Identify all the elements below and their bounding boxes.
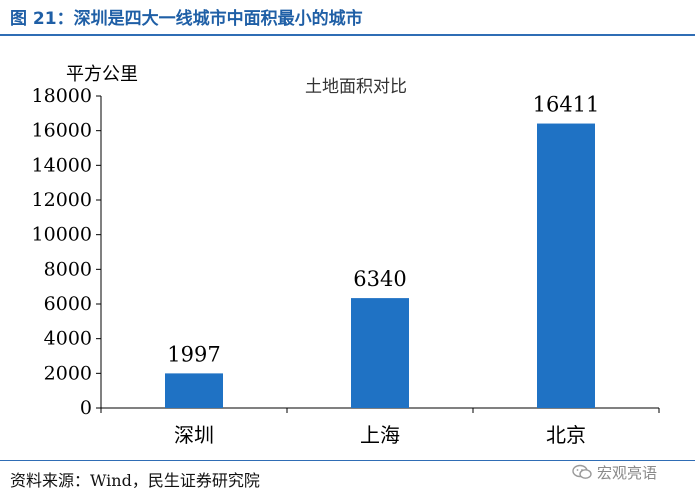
y-tick-label: 16000: [32, 120, 92, 142]
watermark-text: 宏观亮语: [597, 463, 658, 482]
y-tick-label: 10000: [32, 224, 92, 246]
title-rule: [0, 34, 695, 36]
y-tick-label: 12000: [32, 189, 92, 211]
data-label: 1997: [167, 342, 220, 366]
chart-title: 土地面积对比: [305, 77, 407, 97]
figure-title: 图 21：深圳是四大一线城市中面积最小的城市: [10, 9, 363, 29]
source-rule: [0, 460, 695, 461]
watermark: 宏观亮语: [572, 458, 657, 486]
y-tick-label: 4000: [44, 328, 92, 350]
bar: [165, 373, 223, 408]
chart-axes: 0 2000 4000 6000 8000 10000 12000 14000 16000 180…: [32, 85, 660, 447]
y-tick-label: 14000: [32, 154, 92, 176]
y-tick-label: 6000: [44, 293, 92, 315]
x-category-label: 深圳: [174, 423, 214, 447]
source-note: 资料来源：Wind，民生证券研究院: [10, 471, 260, 490]
y-tick-label: 2000: [44, 362, 92, 384]
y-tick-label: 8000: [44, 258, 92, 280]
bar: [351, 298, 409, 408]
chart-bars: 1997 6340 16411: [165, 93, 599, 408]
data-label: 6340: [353, 267, 406, 291]
wechat-icon: [572, 464, 592, 479]
y-tick-label: 0: [80, 397, 92, 419]
data-label: 16411: [533, 93, 600, 117]
x-category-label: 北京: [546, 423, 586, 447]
bar: [537, 123, 595, 408]
y-tick-label: 18000: [32, 85, 92, 107]
x-category-label: 上海: [360, 423, 400, 447]
bar-chart: 平方公里 土地面积对比 0 2000 4000 6000 8000 10000 12000 1…: [32, 64, 660, 447]
y-axis-unit-label: 平方公里: [66, 64, 138, 85]
